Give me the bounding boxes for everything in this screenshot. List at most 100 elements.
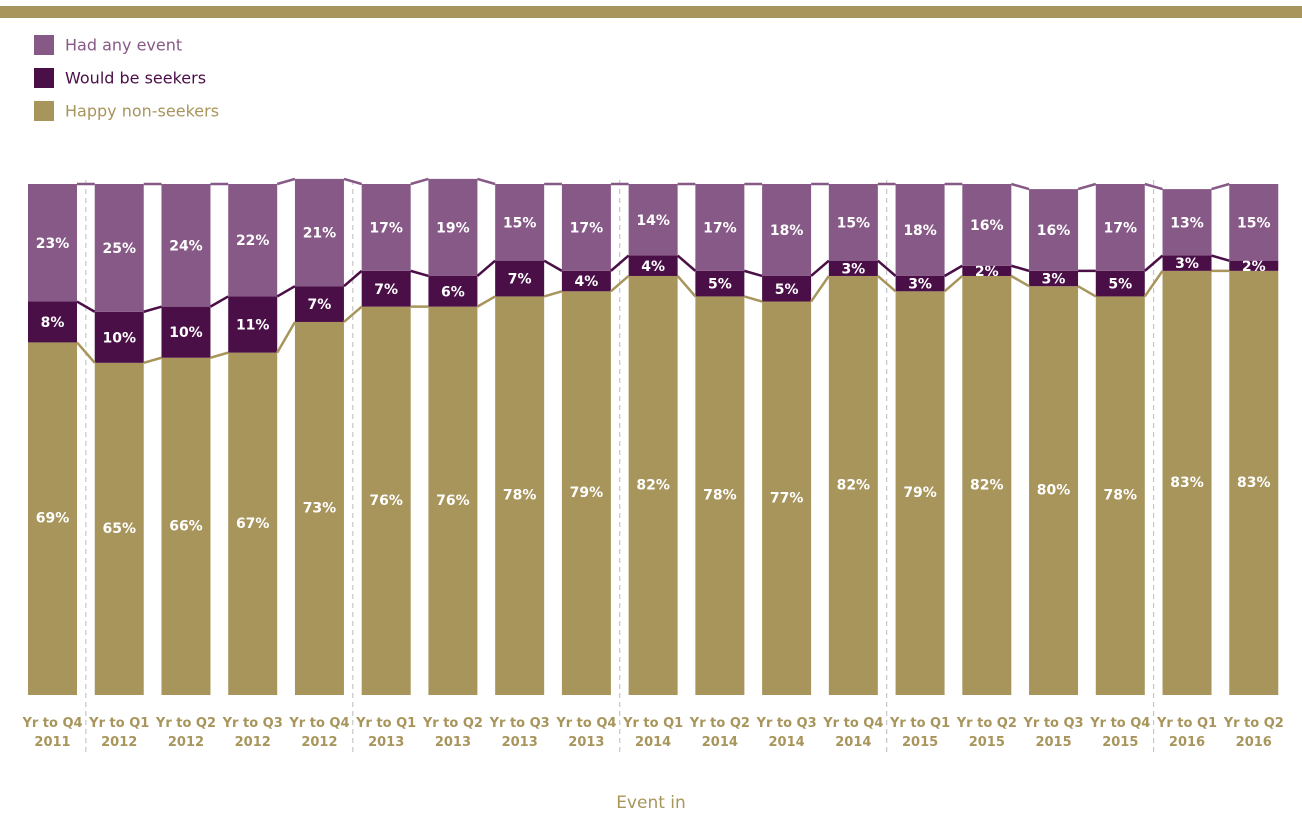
connector <box>877 259 897 277</box>
legend-label: Happy non-seekers <box>65 102 219 121</box>
value-label: 17% <box>570 220 604 236</box>
bar-segment <box>762 184 812 276</box>
value-label: 83% <box>1170 475 1204 491</box>
connector <box>744 269 763 278</box>
x-tick-line: Yr to Q1 <box>889 716 950 731</box>
value-label: 16% <box>1037 223 1071 239</box>
value-label: 73% <box>303 500 337 516</box>
connector <box>543 259 563 272</box>
bar-segment <box>495 260 545 297</box>
x-tick-label: Yr to Q1 2015 <box>889 716 950 750</box>
bar-segment <box>762 275 812 302</box>
connector <box>1144 182 1163 191</box>
x-tick-line: Yr to Q2 <box>155 716 216 731</box>
x-tick-line: Yr to Q3 <box>222 716 283 731</box>
bar-segment <box>28 342 77 695</box>
bar-segment <box>1229 184 1279 261</box>
x-tick-label: Yr to Q1 2013 <box>355 716 416 750</box>
x-tick-line: 2013 <box>568 735 604 750</box>
value-label: 14% <box>636 213 670 229</box>
value-label: 18% <box>770 223 804 239</box>
bar-segment <box>962 265 1012 276</box>
connector <box>276 285 296 298</box>
connector <box>410 177 429 186</box>
bar-segment <box>94 362 144 695</box>
x-tick-line: 2013 <box>435 735 471 750</box>
bar-segment <box>1162 189 1212 256</box>
bar-segment <box>1095 184 1145 271</box>
bar-segment <box>1029 270 1079 287</box>
bar-segment <box>228 184 278 297</box>
connector <box>1010 274 1030 288</box>
connector <box>1211 182 1230 191</box>
value-label: 24% <box>169 238 203 254</box>
value-label: 78% <box>503 488 537 504</box>
value-label: 15% <box>837 215 871 231</box>
value-label: 5% <box>775 282 799 298</box>
x-tick-line: 2015 <box>969 735 1005 750</box>
legend-swatch <box>34 35 54 55</box>
bar-segment <box>94 184 144 312</box>
bar-segment <box>895 275 945 292</box>
connector <box>476 295 496 308</box>
value-label: 4% <box>575 274 599 290</box>
bar-segment <box>228 296 278 353</box>
value-label: 18% <box>903 223 937 239</box>
x-tick-label: Yr to Q1 2012 <box>88 716 149 750</box>
connector <box>1010 264 1030 273</box>
bar-segment <box>495 296 545 695</box>
bar-segment <box>1029 189 1079 271</box>
value-label: 2% <box>1242 259 1266 275</box>
x-tick-label: Yr to Q3 2012 <box>222 716 283 750</box>
x-tick-label: Yr to Q4 2013 <box>555 716 616 750</box>
value-label: 83% <box>1237 475 1271 491</box>
bar-segment <box>361 306 411 695</box>
value-label: 22% <box>236 233 270 249</box>
value-label: 2% <box>975 264 999 280</box>
x-tick-line: Yr to Q4 <box>288 716 349 731</box>
bar-segment <box>762 301 812 695</box>
x-tick-line: 2012 <box>101 735 137 750</box>
connector <box>210 351 229 359</box>
value-label: 76% <box>436 493 470 509</box>
value-label: 69% <box>36 511 70 527</box>
x-tick-line: Yr to Q2 <box>689 716 750 731</box>
x-tick-line: Yr to Q1 <box>1156 716 1217 731</box>
value-label: 77% <box>770 490 804 506</box>
bar-segment <box>28 301 77 343</box>
x-tick-line: 2015 <box>902 735 938 750</box>
connector <box>744 295 763 303</box>
value-label: 15% <box>503 215 537 231</box>
value-label: 80% <box>1037 483 1071 499</box>
x-tick-line: 2012 <box>235 735 271 750</box>
connector <box>810 275 830 303</box>
value-label: 15% <box>1237 215 1271 231</box>
bar-segment <box>628 255 678 276</box>
value-label: 8% <box>41 315 65 331</box>
bar-segment <box>695 270 745 297</box>
connector <box>543 290 563 298</box>
x-tick-label: Yr to Q2 2012 <box>155 716 216 750</box>
connector <box>676 275 697 298</box>
value-label: 79% <box>903 485 937 501</box>
value-label: 4% <box>641 259 665 275</box>
x-axis-title: Event in <box>616 793 686 813</box>
value-label: 66% <box>169 518 203 534</box>
x-tick-line: Yr to Q2 <box>1223 716 1284 731</box>
x-tick-line: Yr to Q1 <box>622 716 683 731</box>
value-label: 67% <box>236 516 270 532</box>
value-label: 16% <box>970 218 1004 234</box>
bar-segment <box>695 184 745 271</box>
connector <box>943 264 963 278</box>
value-label: 78% <box>1104 488 1138 504</box>
x-tick-line: 2016 <box>1169 735 1205 750</box>
connector <box>276 321 297 354</box>
legend-label: Would be seekers <box>65 69 206 88</box>
x-tick-line: 2013 <box>502 735 538 750</box>
bar-segment <box>561 270 611 292</box>
bar-segment <box>294 286 344 322</box>
x-tick-line: 2011 <box>34 735 70 750</box>
connector <box>476 259 496 277</box>
value-label: 17% <box>369 220 403 236</box>
connector <box>1143 254 1164 272</box>
